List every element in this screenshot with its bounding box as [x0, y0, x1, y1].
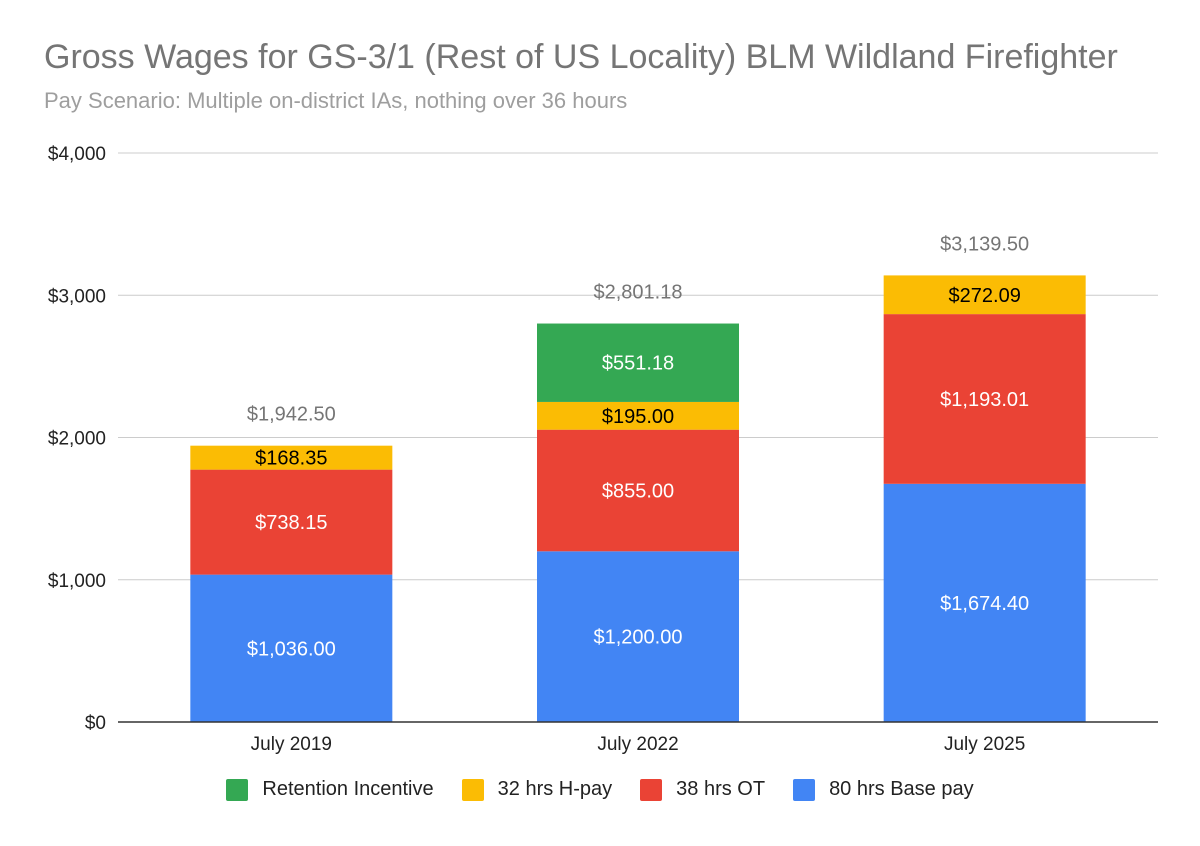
legend-item: Retention Incentive: [226, 778, 434, 801]
chart-subtitle: Pay Scenario: Multiple on-district IAs, …: [44, 88, 628, 113]
legend-item: 38 hrs OT: [640, 778, 765, 801]
data-label: $551.18: [602, 353, 674, 375]
data-label: $1,036.00: [247, 638, 336, 660]
y-tick-label: $0: [85, 713, 106, 734]
legend-item: 32 hrs H-pay: [461, 778, 613, 801]
bar-segment: [537, 551, 739, 722]
data-label: $855.00: [602, 480, 674, 502]
legend-item: 80 hrs Base pay: [793, 778, 974, 801]
total-label: $2,801.18: [594, 282, 683, 304]
legend-label: 38 hrs OT: [676, 778, 766, 800]
data-label: $195.00: [602, 406, 674, 428]
x-tick-label: July 2022: [597, 734, 678, 755]
bar-segment: [537, 429, 739, 552]
legend-swatch: [461, 778, 484, 801]
legend-label: 80 hrs Base pay: [829, 778, 974, 800]
y-tick-label: $1,000: [48, 571, 106, 592]
data-label: $272.09: [949, 285, 1021, 307]
legend-label: Retention Incentive: [262, 778, 434, 800]
legend-swatch: [793, 778, 816, 801]
y-tick-label: $3,000: [48, 286, 106, 307]
legend-swatch: [226, 778, 249, 801]
data-label: $1,674.40: [940, 593, 1029, 615]
total-label: $3,139.50: [940, 233, 1029, 255]
total-label: $1,942.50: [247, 404, 336, 426]
legend-swatch: [640, 778, 663, 801]
chart-legend: Retention Incentive 32 hrs H-pay 38 hrs OT…: [0, 778, 1200, 801]
y-tick-label: $2,000: [48, 429, 106, 450]
legend-label: 32 hrs H-pay: [497, 778, 613, 800]
bar-segment: [537, 323, 739, 402]
x-tick-label: July 2019: [251, 734, 332, 755]
bar-segment: [190, 445, 393, 470]
bar-segment: [883, 483, 1086, 722]
x-tick-label: July 2025: [944, 734, 1025, 755]
y-tick-label: $4,000: [48, 144, 106, 165]
bar-segment: [190, 469, 393, 575]
data-label: $1,200.00: [594, 627, 683, 649]
chart-title: Gross Wages for GS-3/1 (Rest of US Local…: [44, 38, 1118, 76]
bar-segment: [537, 401, 739, 430]
data-label: $738.15: [255, 512, 327, 534]
data-label: $168.35: [255, 448, 327, 470]
bar-segment: [190, 574, 393, 722]
data-label: $1,193.01: [940, 389, 1029, 411]
bar-segment: [883, 275, 1086, 315]
bar-segment: [883, 314, 1086, 484]
